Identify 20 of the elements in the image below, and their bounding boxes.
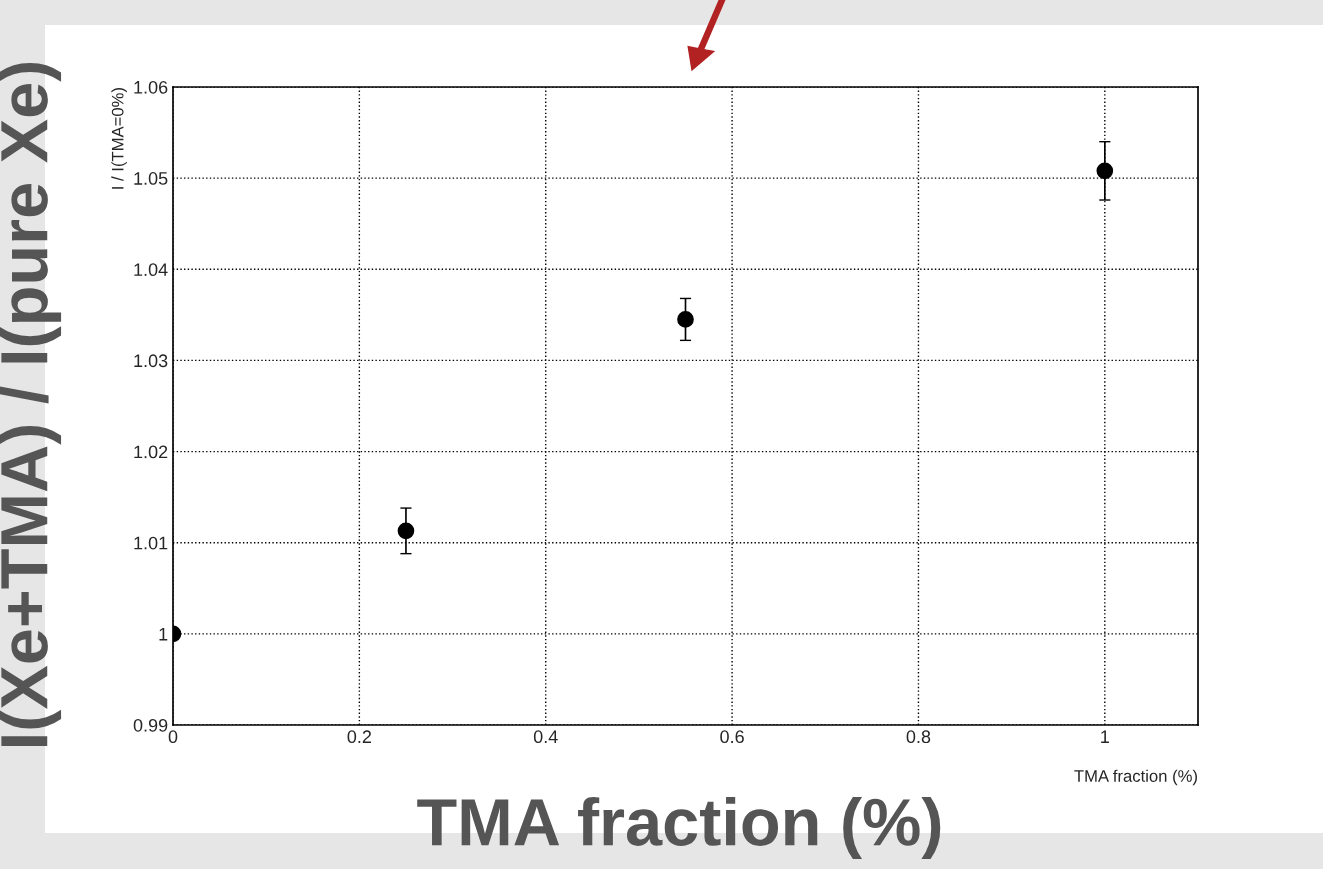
y-tick-label: 1.02	[134, 445, 168, 459]
y-tick-label: 0.99	[133, 718, 168, 732]
y-tick-label: 1.03	[134, 354, 168, 368]
y-tick-label: 1.06	[134, 80, 168, 94]
x-tick-label: 0.2	[347, 730, 372, 744]
point	[1096, 162, 1114, 180]
y-tick-label: 1.01	[134, 536, 168, 550]
y-tick-label: 1.05	[134, 172, 168, 185]
point	[397, 522, 415, 540]
x-tick-label: 1	[1101, 730, 1109, 743]
point	[677, 311, 694, 328]
x-tick-label: 0	[168, 730, 178, 744]
x-axis-title: TMA fraction (%)	[1074, 769, 1197, 786]
x-tick-label: 0.4	[533, 730, 558, 744]
y-tick-label: 1.04	[134, 263, 168, 277]
x-tick-label: 0.8	[906, 730, 931, 744]
x-tick-label: 0.6	[720, 730, 744, 744]
text: TMA fraction (%)	[417, 796, 941, 860]
y-axis-title: I / I(TMA=0%)	[111, 88, 127, 189]
y-tick-label: 1	[159, 627, 168, 641]
